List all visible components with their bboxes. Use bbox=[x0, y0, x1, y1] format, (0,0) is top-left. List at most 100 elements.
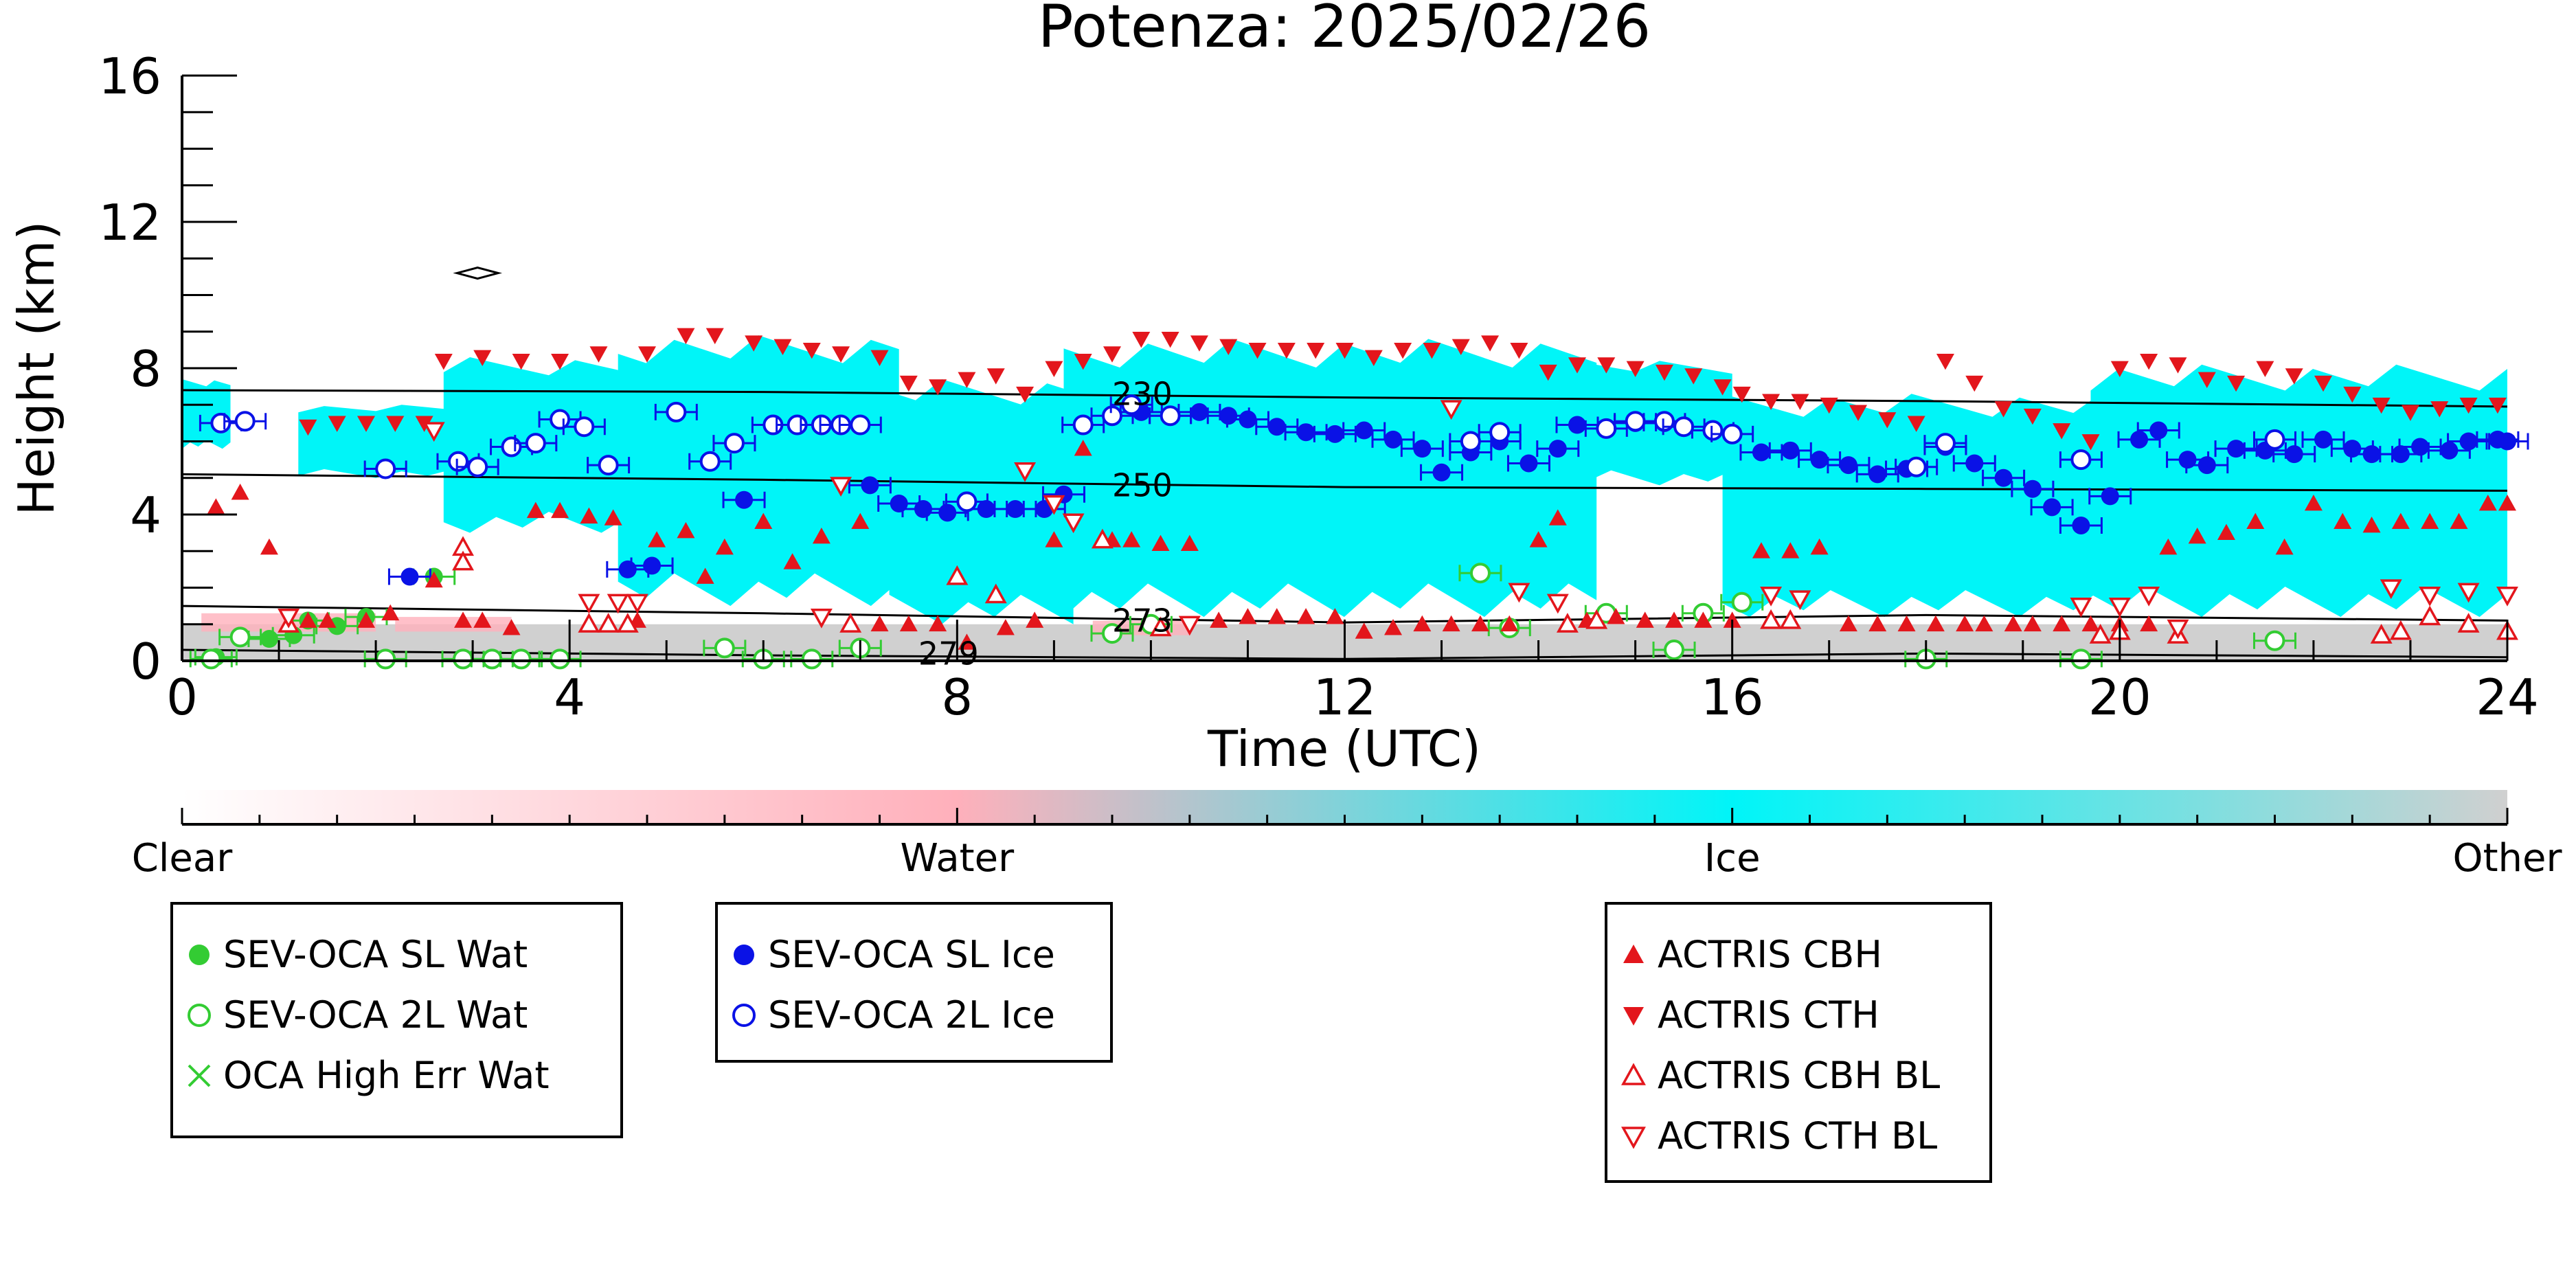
data-point bbox=[1121, 394, 1142, 416]
data-point bbox=[830, 477, 852, 497]
data-point bbox=[802, 342, 821, 359]
data-point bbox=[715, 538, 734, 555]
data-point bbox=[1760, 587, 1783, 607]
data-point bbox=[1655, 364, 1673, 381]
data-point bbox=[1307, 342, 1325, 359]
data-point bbox=[648, 531, 666, 547]
data-point bbox=[1585, 609, 1608, 629]
data-point bbox=[2053, 615, 2071, 632]
legend-label: ACTRIS CBH BL bbox=[1658, 1054, 1940, 1097]
data-point bbox=[1413, 440, 1432, 458]
data-point bbox=[1694, 611, 1713, 628]
data-point bbox=[260, 630, 278, 648]
data-point bbox=[2389, 620, 2412, 640]
data-point bbox=[1219, 407, 1238, 425]
data-point bbox=[2070, 597, 2092, 618]
data-point bbox=[812, 527, 831, 544]
data-point bbox=[643, 556, 662, 575]
data-point bbox=[2372, 397, 2391, 414]
y-axis-label: Height (km) bbox=[8, 221, 65, 516]
data-point bbox=[1413, 615, 1432, 632]
isotherm-label: 230 bbox=[1112, 375, 1173, 412]
data-point bbox=[328, 416, 346, 432]
data-point bbox=[1297, 423, 1315, 442]
data-point bbox=[1239, 608, 1257, 624]
data-point bbox=[2496, 587, 2518, 607]
data-point bbox=[1297, 608, 1315, 624]
data-point bbox=[1713, 379, 1732, 396]
data-point bbox=[1239, 410, 1257, 429]
data-point bbox=[677, 521, 695, 539]
classification-colorbar: Clear Water Ice Other bbox=[132, 790, 2562, 881]
data-point bbox=[666, 401, 687, 422]
data-point bbox=[1781, 542, 1800, 558]
data-point bbox=[1994, 401, 2013, 418]
data-point bbox=[425, 571, 443, 588]
data-point bbox=[386, 416, 405, 432]
data-point bbox=[1607, 608, 1625, 624]
data-point bbox=[1149, 616, 1172, 637]
data-point bbox=[1103, 346, 1121, 363]
data-point bbox=[1760, 609, 1783, 629]
data-point bbox=[2498, 432, 2516, 451]
data-markers bbox=[189, 328, 2529, 670]
data-point bbox=[1384, 430, 1403, 449]
legend-marker bbox=[1621, 1127, 1646, 1149]
data-point bbox=[1500, 615, 1519, 632]
data-point bbox=[1074, 440, 1092, 456]
data-point bbox=[1965, 454, 1984, 473]
data-point bbox=[1965, 375, 1984, 392]
data-point bbox=[996, 619, 1015, 635]
x-tick-label: 12 bbox=[1313, 668, 1377, 726]
data-point bbox=[986, 368, 1005, 385]
legend-marker bbox=[1623, 1007, 1644, 1026]
x-tick-label: 8 bbox=[941, 668, 973, 726]
series-actris-cbh bbox=[207, 440, 2516, 650]
data-point bbox=[2023, 408, 2042, 425]
data-point bbox=[526, 501, 545, 519]
data-point bbox=[1934, 433, 1956, 454]
colorbar-label: Ice bbox=[1704, 836, 1761, 881]
data-point bbox=[357, 416, 375, 432]
data-point bbox=[1702, 420, 1724, 441]
data-point bbox=[1102, 405, 1122, 427]
data-point bbox=[1510, 342, 1528, 359]
data-point bbox=[1178, 615, 1201, 636]
data-point bbox=[2130, 430, 2149, 449]
data-point bbox=[1045, 361, 1063, 377]
data-point bbox=[278, 608, 300, 629]
data-point bbox=[899, 375, 918, 392]
data-point bbox=[2043, 498, 2061, 517]
data-point bbox=[375, 648, 396, 670]
data-point bbox=[1043, 495, 1065, 515]
data-point bbox=[1568, 416, 1586, 434]
data-point bbox=[1926, 615, 1945, 632]
data-point bbox=[1810, 451, 1829, 469]
data-point bbox=[2197, 456, 2216, 475]
data-point bbox=[1779, 609, 1802, 629]
data-point bbox=[1326, 425, 1344, 443]
data-point bbox=[454, 611, 473, 628]
data-point bbox=[2401, 405, 2419, 421]
data-point bbox=[958, 372, 976, 388]
data-point bbox=[375, 458, 396, 479]
data-point bbox=[578, 594, 600, 614]
data-point bbox=[2138, 587, 2160, 607]
data-point bbox=[512, 353, 530, 370]
isotherm-line bbox=[182, 473, 2507, 492]
data-point bbox=[1868, 465, 1887, 484]
data-point bbox=[201, 648, 222, 670]
data-point bbox=[2004, 615, 2022, 632]
colorbar-label: Clear bbox=[132, 836, 233, 881]
data-point bbox=[1102, 623, 1122, 644]
data-point bbox=[574, 416, 595, 438]
x-tick-label: 4 bbox=[554, 668, 585, 726]
legend-label: ACTRIS CBH bbox=[1658, 933, 1882, 976]
data-point bbox=[1335, 342, 1354, 359]
legend-box bbox=[715, 902, 1113, 1063]
data-point bbox=[1839, 615, 1857, 632]
data-point bbox=[1451, 339, 1470, 356]
data-point bbox=[578, 613, 600, 633]
data-point bbox=[1016, 386, 1035, 403]
